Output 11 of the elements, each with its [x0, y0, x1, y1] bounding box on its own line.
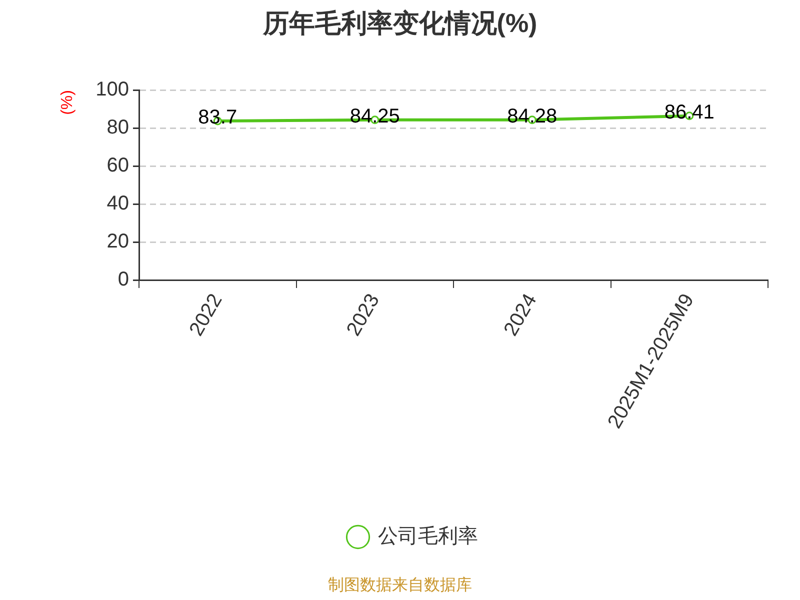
- y-tick-label: 100: [96, 78, 129, 101]
- y-axis-title: (%): [59, 90, 76, 115]
- y-tick-label: 40: [106, 192, 129, 215]
- chart-title: 历年毛利率变化情况(%): [262, 8, 538, 38]
- y-tick-label: 0: [118, 268, 129, 291]
- y-tick-label: 20: [106, 230, 129, 253]
- legend-label: 公司毛利率: [378, 526, 478, 548]
- y-tick-label: 60: [106, 154, 129, 177]
- data-label: 86.41: [664, 101, 714, 124]
- y-tick-label: 80: [106, 116, 129, 139]
- text: 制图数据来自数据库: [327, 576, 473, 596]
